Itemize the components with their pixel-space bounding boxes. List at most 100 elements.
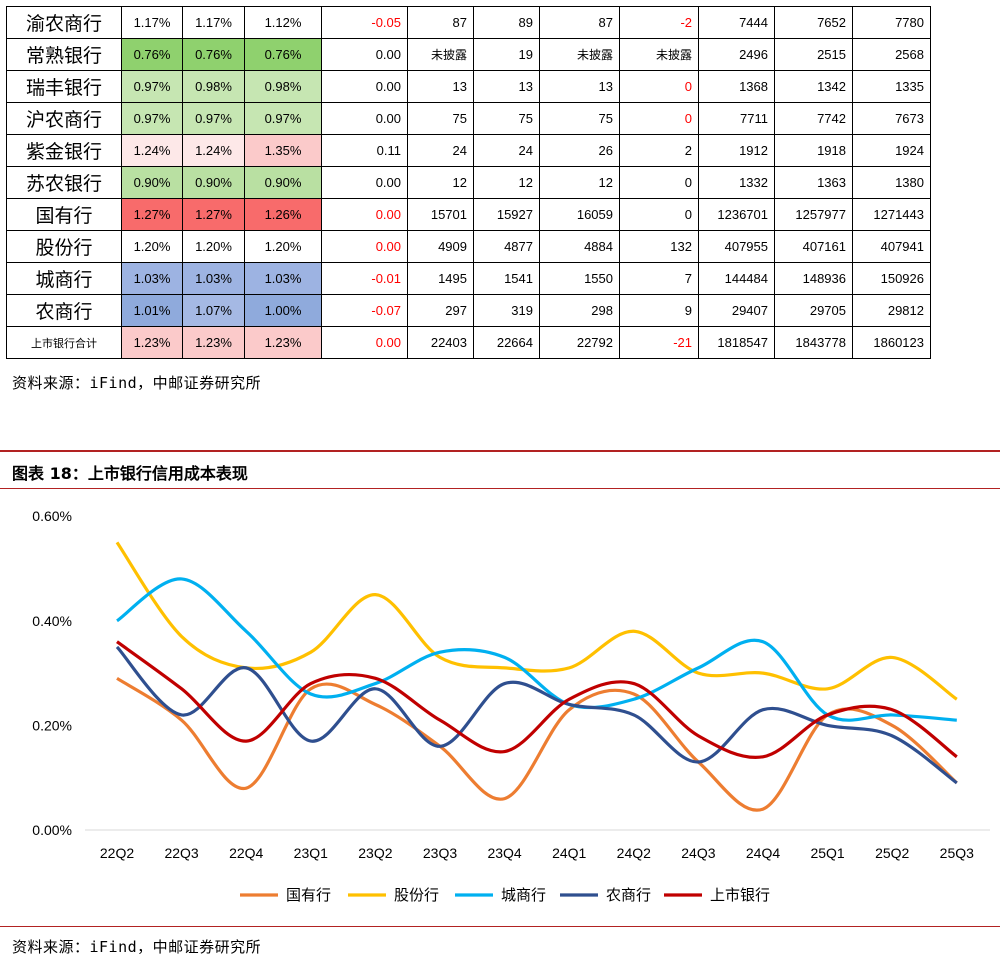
row-bank-name: 常熟银行 [6, 38, 122, 71]
x-tick-label: 22Q4 [229, 845, 263, 861]
figure-bottom-rule [0, 926, 1000, 927]
cell-a2: 2515 [774, 38, 853, 71]
series-line-上市银行 [116, 640, 958, 759]
cell-n1: 13 [407, 70, 474, 103]
cell-c1: 1.23% [121, 326, 183, 359]
data-table: 渝农商行 1.17% 1.17% 1.12% -0.05 87 89 87 -2 7444 7652… [6, 6, 931, 359]
cell-a2: 7742 [774, 102, 853, 135]
series-line-城商行 [116, 577, 957, 722]
cell-c1: 1.24% [121, 134, 183, 167]
cell-n2: 89 [473, 6, 540, 39]
cell-n3: 12 [539, 166, 620, 199]
cell-n3: 1550 [539, 262, 620, 295]
table-row: 城商行 1.03% 1.03% 1.03% -0.01 1495 1541 1550 7 1444… [6, 262, 931, 295]
row-bank-name: 农商行 [6, 294, 122, 327]
cell-chg: -0.01 [321, 262, 408, 295]
cell-a3: 1924 [852, 134, 931, 167]
cell-n1: 24 [407, 134, 474, 167]
legend-label: 农商行 [606, 886, 651, 904]
cell-a1: 7444 [698, 6, 775, 39]
cell-chg: 0.00 [321, 38, 408, 71]
legend-label: 股份行 [394, 886, 439, 904]
table-row: 上市银行合计 1.23% 1.23% 1.23% 0.00 22403 22664 22792… [6, 326, 931, 359]
cell-a3: 2568 [852, 38, 931, 71]
cell-c2: 0.98% [182, 70, 245, 103]
cell-c1: 0.97% [121, 70, 183, 103]
table-row: 渝农商行 1.17% 1.17% 1.12% -0.05 87 89 87 -2 7444 7652… [6, 6, 931, 39]
cell-a3: 407941 [852, 230, 931, 263]
cell-d: 2 [619, 134, 699, 167]
cell-c3: 1.35% [244, 134, 322, 167]
cell-a2: 1257977 [774, 198, 853, 231]
x-tick-label: 24Q2 [617, 845, 651, 861]
cell-a3: 1335 [852, 70, 931, 103]
cell-chg: -0.05 [321, 6, 408, 39]
cell-c1: 0.97% [121, 102, 183, 135]
x-tick-label: 23Q1 [294, 845, 328, 861]
cell-n2: 22664 [473, 326, 540, 359]
table-row: 紫金银行 1.24% 1.24% 1.35% 0.11 24 24 26 2 1912 1918 19… [6, 134, 931, 167]
cell-a3: 29812 [852, 294, 931, 327]
cell-a1: 1818547 [698, 326, 775, 359]
cell-n1: 75 [407, 102, 474, 135]
x-tick-label: 23Q3 [423, 845, 457, 861]
cell-n3: 75 [539, 102, 620, 135]
legend-label: 国有行 [286, 886, 331, 904]
cell-a2: 1843778 [774, 326, 853, 359]
cell-chg: 0.00 [321, 70, 408, 103]
cell-n3: 16059 [539, 198, 620, 231]
cell-c3: 1.12% [244, 6, 322, 39]
row-bank-name: 上市银行合计 [6, 326, 122, 359]
cell-c1: 1.20% [121, 230, 183, 263]
cell-d: 132 [619, 230, 699, 263]
source-note-bottom: 资料来源：iFind，中邮证券研究所 [12, 938, 262, 956]
cell-n2: 19 [473, 38, 540, 71]
cell-n3: 87 [539, 6, 620, 39]
cell-c2: 1.17% [182, 6, 245, 39]
row-bank-name: 渝农商行 [6, 6, 122, 39]
cell-n2: 75 [473, 102, 540, 135]
series-line-股份行 [115, 541, 958, 701]
cell-a2: 1363 [774, 166, 853, 199]
cell-c3: 1.00% [244, 294, 322, 327]
cell-d: 7 [619, 262, 699, 295]
cell-n3: 26 [539, 134, 620, 167]
x-tick-label: 25Q1 [810, 845, 844, 861]
cell-n1: 22403 [407, 326, 474, 359]
cell-chg: 0.00 [321, 326, 408, 359]
row-bank-name: 沪农商行 [6, 102, 122, 135]
cell-c1: 0.76% [121, 38, 183, 71]
cell-n1: 87 [407, 6, 474, 39]
cell-n2: 13 [473, 70, 540, 103]
cell-c1: 0.90% [121, 166, 183, 199]
credit-cost-line-chart: 0.00% 0.20% 0.40% 0.60% 22Q2 22Q3 22Q4 23Q1 23Q2… [32, 508, 990, 904]
table-row: 常熟银行 0.76% 0.76% 0.76% 0.00 未披露 19 未披露 未披露 2496 25… [6, 38, 931, 71]
cell-a2: 7652 [774, 6, 853, 39]
cell-a1: 1368 [698, 70, 775, 103]
cell-n3: 298 [539, 294, 620, 327]
cell-chg: 0.00 [321, 198, 408, 231]
table-row: 瑞丰银行 0.97% 0.98% 0.98% 0.00 13 13 13 0 1368 1342 13… [6, 70, 931, 103]
cell-chg: 0.00 [321, 166, 408, 199]
cell-c3: 0.97% [244, 102, 322, 135]
figure-title: 图表 18：上市银行信用成本表现 [12, 464, 248, 483]
cell-n2: 12 [473, 166, 540, 199]
cell-c3: 1.23% [244, 326, 322, 359]
cell-n3: 13 [539, 70, 620, 103]
figure-top-rule [0, 450, 1000, 452]
cell-n1: 297 [407, 294, 474, 327]
cell-a3: 1860123 [852, 326, 931, 359]
row-bank-name: 瑞丰银行 [6, 70, 122, 103]
cell-n1: 未披露 [407, 38, 474, 71]
cell-c2: 1.03% [182, 262, 245, 295]
series-line-国有行 [116, 676, 958, 812]
cell-c2: 1.27% [182, 198, 245, 231]
cell-n3: 4884 [539, 230, 620, 263]
cell-c2: 0.76% [182, 38, 245, 71]
cell-c2: 1.23% [182, 326, 245, 359]
table-row: 股份行 1.20% 1.20% 1.20% 0.00 4909 4877 4884 132 407… [6, 230, 931, 263]
cell-n2: 15927 [473, 198, 540, 231]
y-tick-label: 0.00% [32, 822, 72, 838]
cell-n3: 未披露 [539, 38, 620, 71]
cell-d: 0 [619, 198, 699, 231]
